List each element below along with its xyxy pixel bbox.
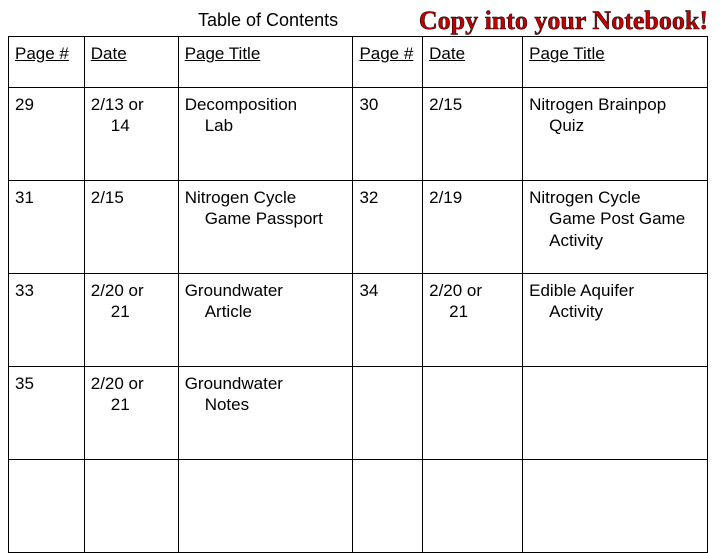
col-title-1: Page Title	[178, 37, 353, 88]
table-cell	[523, 460, 708, 553]
header: Table of Contents Copy into your Noteboo…	[8, 8, 712, 36]
table-cell: GroundwaterArticle	[178, 274, 353, 367]
col-title-2: Page Title	[523, 37, 708, 88]
table-cell: 2/20 or21	[84, 367, 178, 460]
col-date-1: Date	[84, 37, 178, 88]
copy-instruction: Copy into your Notebook!	[419, 6, 708, 36]
table-cell: 2/15	[423, 88, 523, 181]
table-cell: Nitrogen CycleGame Post Game Activity	[523, 181, 708, 274]
table-cell: 2/15	[84, 181, 178, 274]
table-cell	[353, 460, 423, 553]
contents-table: Page # Date Page Title Page # Date Page …	[8, 36, 708, 553]
table-cell: 2/19	[423, 181, 523, 274]
table-row: 352/20 or21GroundwaterNotes	[9, 367, 708, 460]
table-cell: 35	[9, 367, 85, 460]
table-cell	[353, 367, 423, 460]
table-cell: 30	[353, 88, 423, 181]
table-cell: DecompositionLab	[178, 88, 353, 181]
table-cell: 31	[9, 181, 85, 274]
table-cell	[523, 367, 708, 460]
table-cell: 29	[9, 88, 85, 181]
col-date-2: Date	[423, 37, 523, 88]
table-cell	[423, 367, 523, 460]
table-cell: 34	[353, 274, 423, 367]
table-row	[9, 460, 708, 553]
table-cell: 2/20 or21	[423, 274, 523, 367]
table-cell: 32	[353, 181, 423, 274]
table-cell: GroundwaterNotes	[178, 367, 353, 460]
table-cell	[178, 460, 353, 553]
table-cell: Edible AquiferActivity	[523, 274, 708, 367]
col-page-1: Page #	[9, 37, 85, 88]
table-cell: 2/20 or21	[84, 274, 178, 367]
table-cell: 2/13 or14	[84, 88, 178, 181]
table-cell	[84, 460, 178, 553]
table-cell: Nitrogen BrainpopQuiz	[523, 88, 708, 181]
table-cell	[9, 460, 85, 553]
table-row: 292/13 or14DecompositionLab302/15Nitroge…	[9, 88, 708, 181]
col-page-2: Page #	[353, 37, 423, 88]
table-cell: Nitrogen CycleGame Passport	[178, 181, 353, 274]
table-cell: 33	[9, 274, 85, 367]
header-row: Page # Date Page Title Page # Date Page …	[9, 37, 708, 88]
toc-title: Table of Contents	[198, 10, 338, 31]
table-row: 312/15Nitrogen CycleGame Passport322/19N…	[9, 181, 708, 274]
table-cell	[423, 460, 523, 553]
table-row: 332/20 or21GroundwaterArticle342/20 or21…	[9, 274, 708, 367]
